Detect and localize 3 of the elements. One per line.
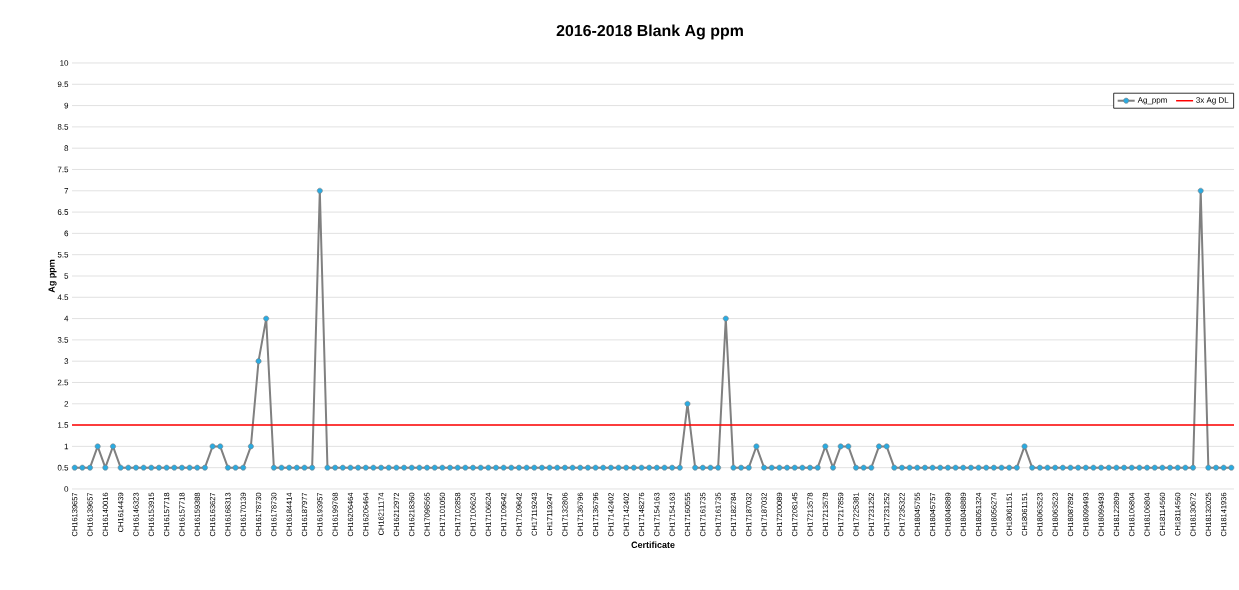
chart-title: 2016-2018 Blank Ag ppm — [556, 24, 743, 40]
y-axis-title: Ag ppm — [48, 259, 57, 293]
x-axis-title: Certificate — [631, 541, 675, 548]
